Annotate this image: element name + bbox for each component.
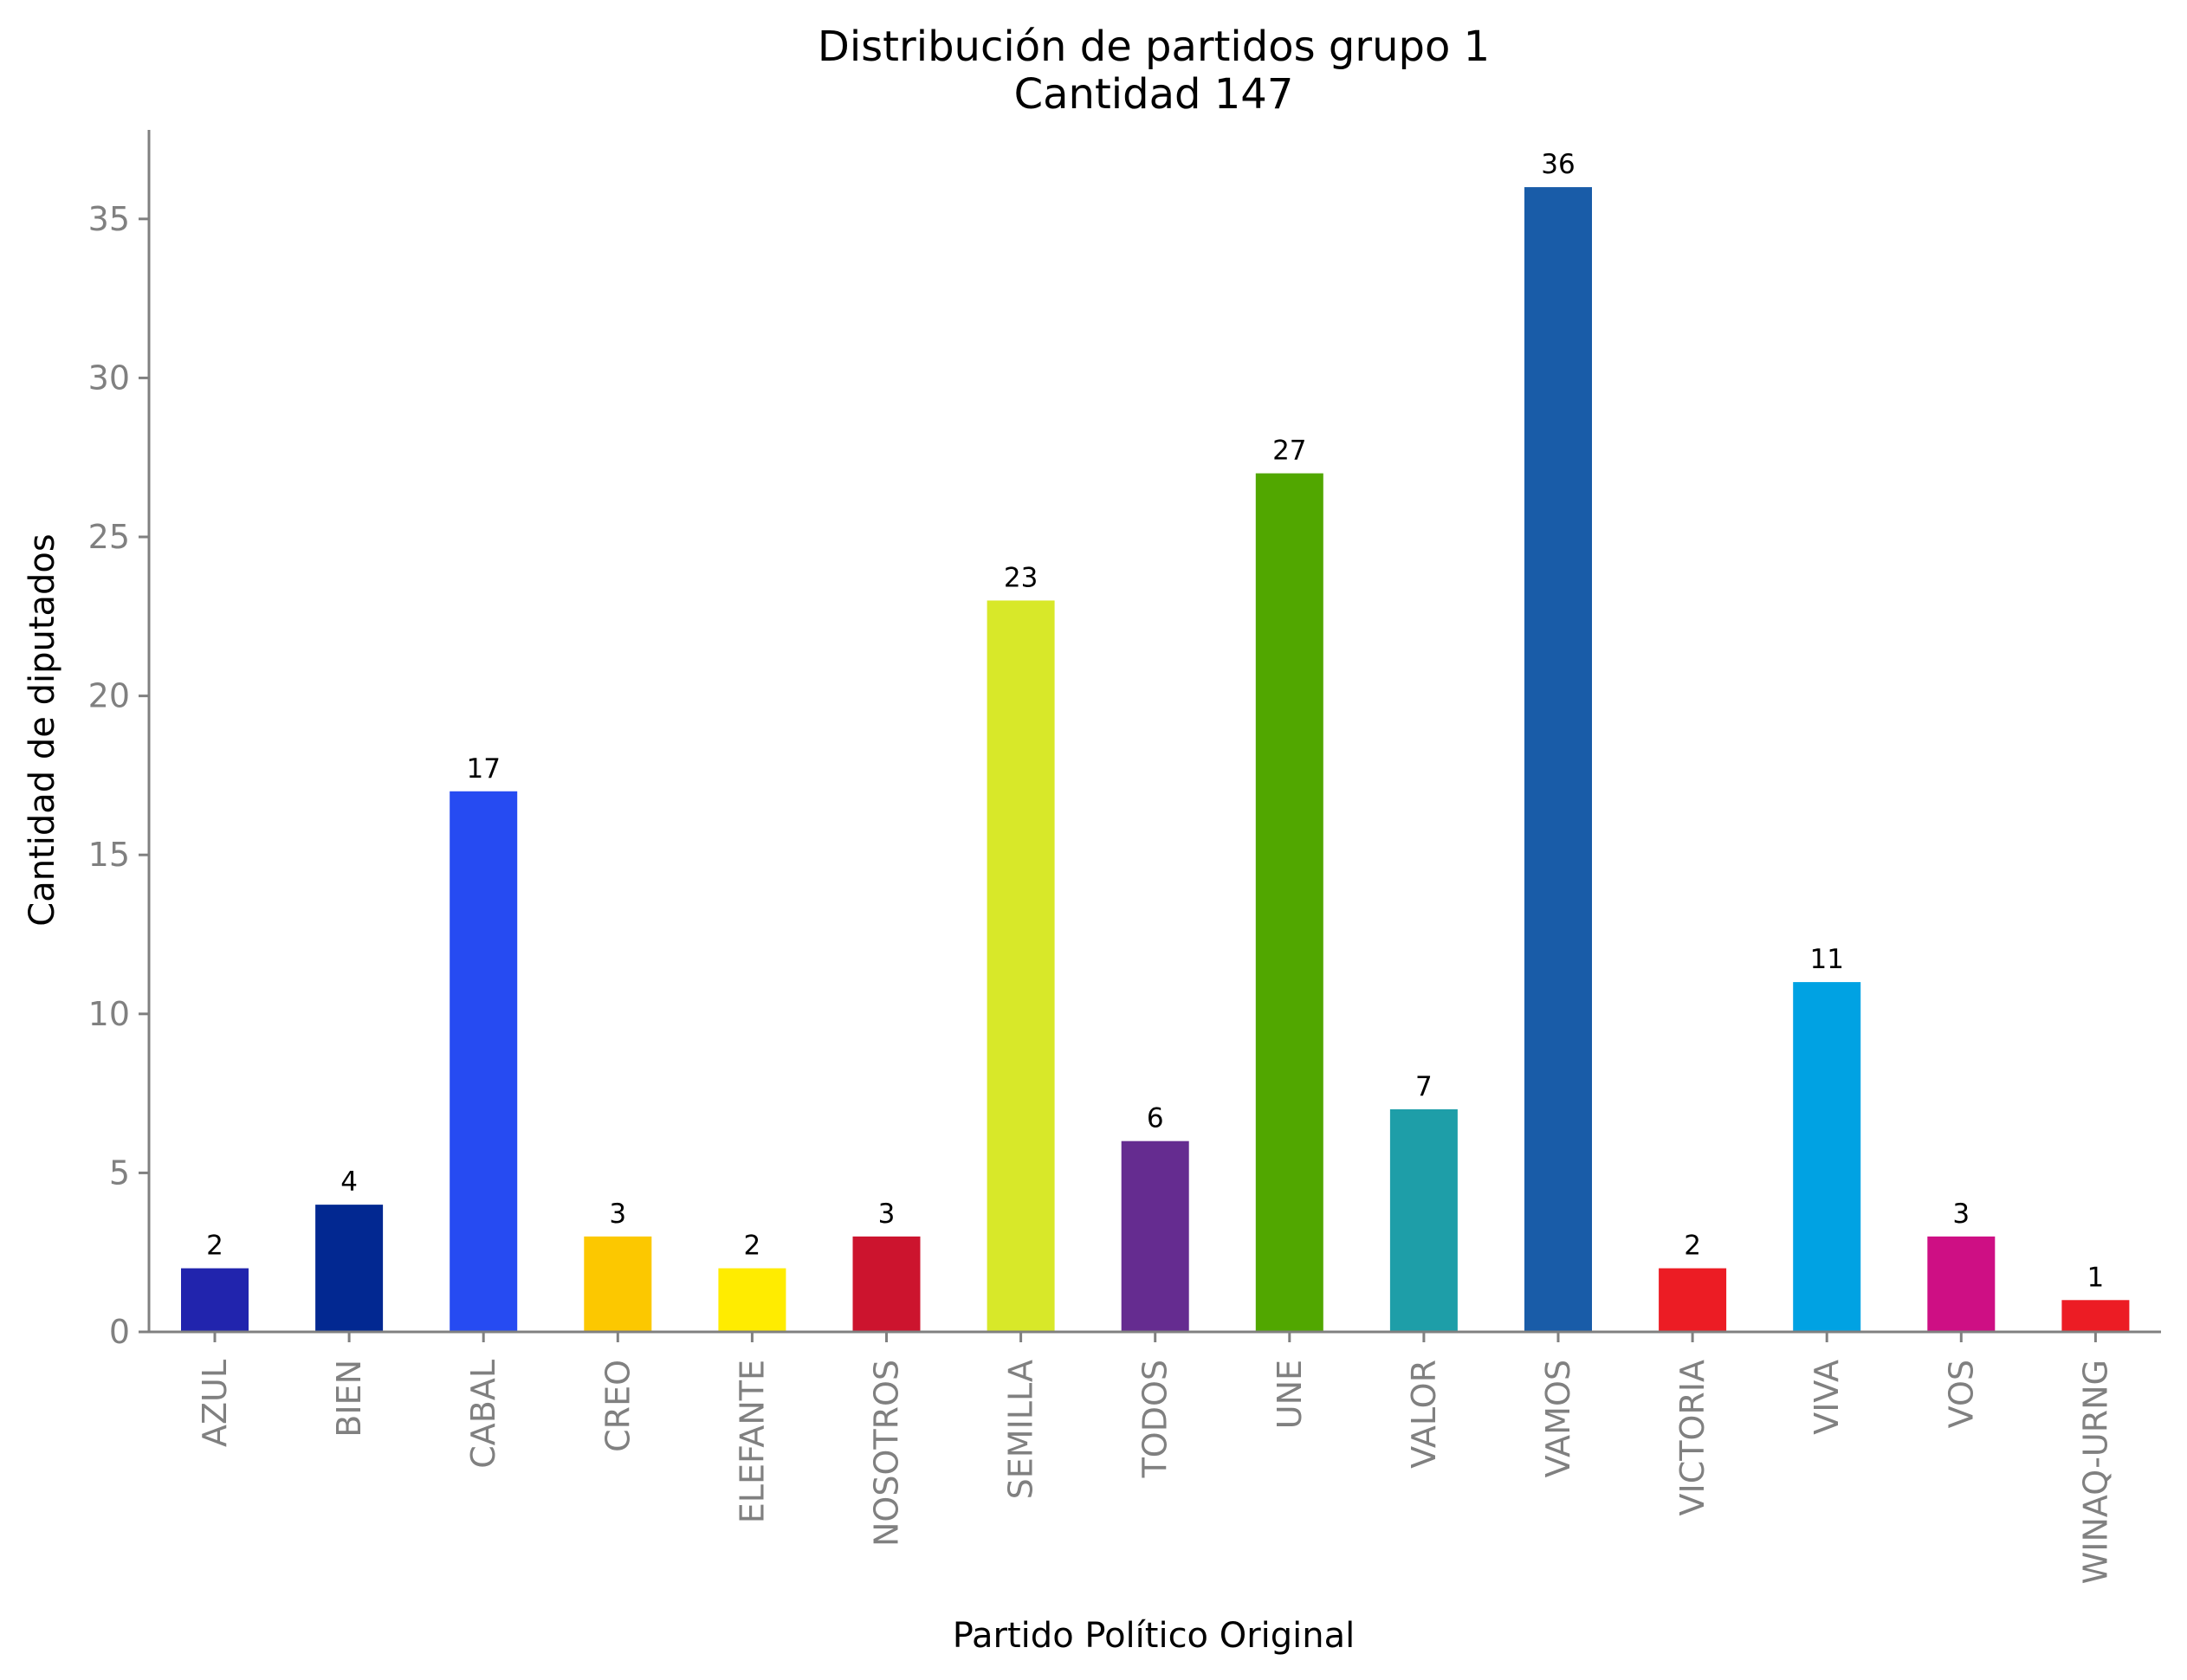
bar-nosotros — [852, 1236, 921, 1332]
data-label: 17 — [466, 753, 500, 785]
x-tick-label: VOS — [1942, 1360, 1980, 1428]
x-axis-title: Partido Político Original — [953, 1616, 1356, 1656]
chart-subtitle: Cantidad 147 — [1014, 70, 1294, 119]
bar-une — [1255, 473, 1323, 1332]
data-label: 3 — [609, 1199, 626, 1230]
y-tick-label: 30 — [88, 359, 130, 397]
bar-vamos — [1524, 187, 1592, 1333]
chart-title: Distribución de partidos grupo 1 — [818, 23, 1490, 71]
x-tick-label: CREO — [599, 1360, 637, 1452]
bar-creo — [584, 1236, 652, 1332]
x-tick-label: TODOS — [1136, 1360, 1174, 1478]
x-tick-label: ELEFANTE — [733, 1360, 771, 1523]
bars — [181, 187, 2130, 1333]
data-label: 3 — [878, 1199, 896, 1230]
y-tick-label: 20 — [88, 677, 130, 715]
data-label: 27 — [1272, 436, 1306, 467]
bar-bien — [315, 1205, 384, 1332]
data-label: 11 — [1809, 944, 1843, 975]
bar-viva — [1793, 982, 1861, 1332]
data-label: 23 — [1004, 562, 1038, 593]
data-label: 2 — [206, 1231, 223, 1262]
x-tick-label: VIVA — [1808, 1360, 1846, 1435]
y-tick-label: 0 — [109, 1313, 130, 1351]
x-tick-label: BIEN — [330, 1360, 368, 1438]
data-label: 2 — [744, 1231, 761, 1262]
x-tick-label: NOSOTROS — [868, 1360, 906, 1547]
y-tick-label: 10 — [88, 995, 130, 1033]
y-axis-ticks: 0 5 10 15 20 25 30 35 — [88, 200, 149, 1351]
x-tick-label: SEMILLA — [1002, 1360, 1040, 1499]
y-tick-label: 35 — [88, 200, 130, 238]
bar-victoria — [1659, 1268, 1727, 1332]
x-tick-label: VALOR — [1405, 1360, 1443, 1469]
x-axis-ticks: AZUL BIEN CABAL CREO ELEFANTE NOSOTROS SEMILLA… — [196, 1332, 2114, 1584]
data-label: 36 — [1541, 149, 1575, 180]
x-tick-label: CABAL — [464, 1360, 502, 1469]
data-label: 2 — [1684, 1231, 1701, 1262]
bar-azul — [181, 1268, 249, 1332]
bar-vos — [1927, 1236, 1996, 1332]
bar-semilla — [987, 600, 1055, 1332]
y-axis-title: Cantidad de diputados — [23, 533, 62, 926]
x-tick-label: WINAQ-URNG — [2076, 1360, 2114, 1584]
data-label: 7 — [1415, 1071, 1433, 1102]
x-tick-label: VICTORIA — [1673, 1360, 1711, 1515]
x-tick-label: AZUL — [196, 1360, 234, 1447]
bar-todos — [1121, 1140, 1189, 1332]
data-label: 1 — [2087, 1262, 2105, 1293]
data-label: 6 — [1147, 1103, 1164, 1134]
y-tick-label: 25 — [88, 518, 130, 556]
bar-valor — [1389, 1108, 1458, 1332]
y-tick-label: 15 — [88, 836, 130, 874]
y-tick-label: 5 — [109, 1153, 130, 1192]
bar-elefante — [718, 1268, 786, 1332]
data-label: 4 — [340, 1166, 358, 1198]
data-label: 3 — [1952, 1199, 1970, 1230]
bar-cabal — [450, 791, 518, 1332]
x-tick-label: UNE — [1271, 1360, 1309, 1429]
bar-winaq-urng — [2061, 1300, 2130, 1332]
x-tick-label: VAMOS — [1539, 1360, 1577, 1477]
